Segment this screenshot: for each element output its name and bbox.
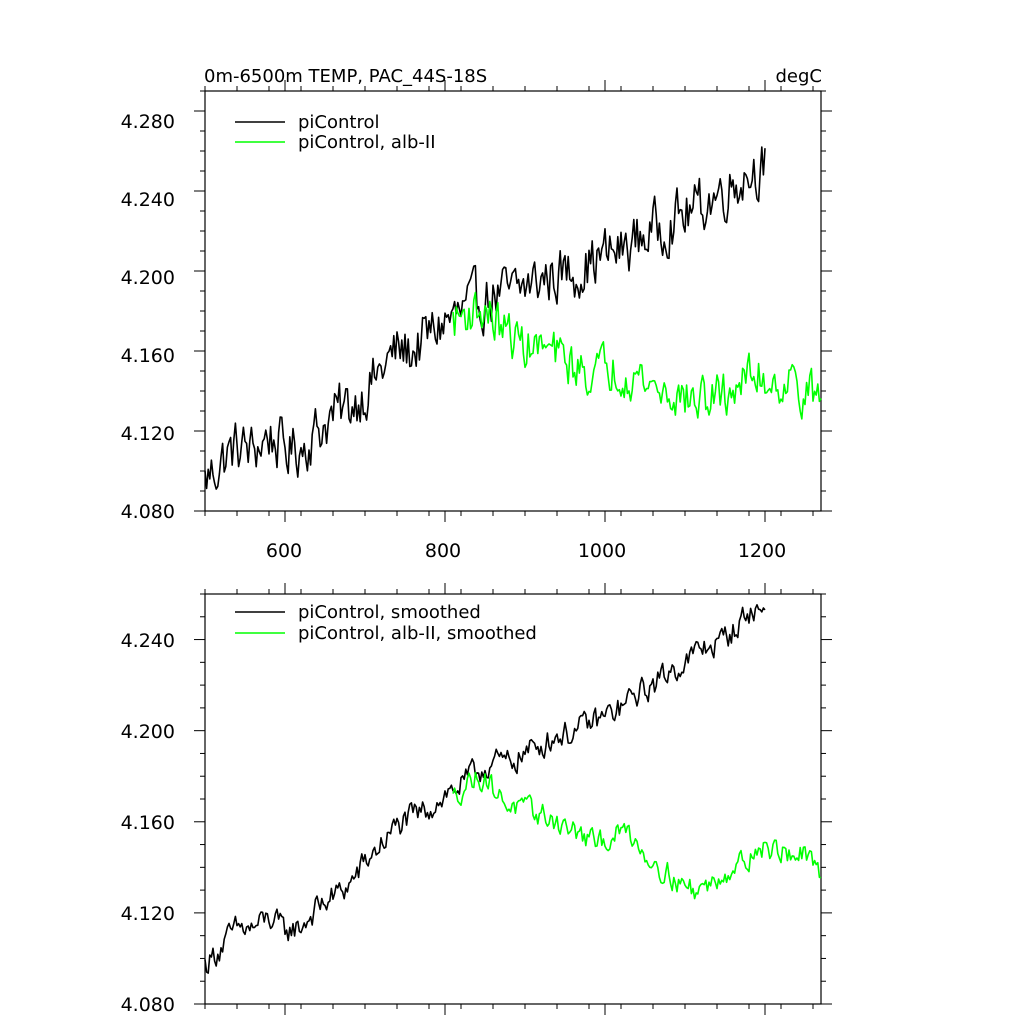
- series-line-picontrol-alb-ii-smoothed: [452, 771, 822, 900]
- y-tick-label: 4.240: [121, 189, 175, 211]
- y-tick-label: 4.080: [121, 501, 175, 523]
- series-line-picontrol-alb-ii: [452, 291, 822, 420]
- y-axis-labels: 4.080 4.120 4.160 4.200 4.240 4.280: [121, 111, 175, 523]
- y-tick-label: 4.160: [121, 812, 175, 834]
- x-tick-label: 1000: [578, 540, 626, 562]
- y-tick-label: 4.120: [121, 903, 175, 925]
- legend-label: piControl: [298, 112, 380, 133]
- bottom-panel: 4.080 4.120 4.160 4.200 4.240 piControl,…: [121, 583, 832, 1016]
- y-tick-label: 4.200: [121, 267, 175, 289]
- legend: piControl piControl, alb-II: [235, 112, 436, 153]
- y-tick-label: 4.240: [121, 630, 175, 652]
- y-tick-label: 4.160: [121, 345, 175, 367]
- plot-frame: [204, 593, 822, 1005]
- axis-ticks: [194, 80, 832, 522]
- x-tick-label: 1200: [738, 540, 786, 562]
- y-tick-label: 4.280: [121, 111, 175, 133]
- y-tick-label: 4.200: [121, 721, 175, 743]
- top-panel: 0m-6500m TEMP, PAC_44S-18S degC 4.080 4.…: [121, 66, 832, 562]
- series-group: [204, 146, 822, 490]
- series-line-picontrol-smoothed: [204, 603, 766, 974]
- y-axis-labels: 4.080 4.120 4.160 4.200 4.240: [121, 630, 175, 1016]
- axis-ticks: [194, 583, 832, 1015]
- y-tick-label: 4.120: [121, 423, 175, 445]
- legend: piControl, smoothed piControl, alb-II, s…: [235, 602, 537, 644]
- legend-label: piControl, smoothed: [298, 602, 481, 623]
- x-tick-label: 800: [425, 540, 461, 562]
- chart-title: 0m-6500m TEMP, PAC_44S-18S: [204, 66, 487, 87]
- x-tick-label: 600: [266, 540, 302, 562]
- series-line-picontrol: [204, 146, 766, 490]
- series-group: [204, 603, 822, 974]
- legend-label: piControl, alb-II: [298, 132, 436, 153]
- units-label: degC: [776, 66, 823, 87]
- plot-frame: [204, 90, 822, 512]
- x-axis-labels: 600 800 1000 1200: [266, 540, 786, 562]
- y-tick-label: 4.080: [121, 994, 175, 1016]
- legend-label: piControl, alb-II, smoothed: [298, 623, 537, 644]
